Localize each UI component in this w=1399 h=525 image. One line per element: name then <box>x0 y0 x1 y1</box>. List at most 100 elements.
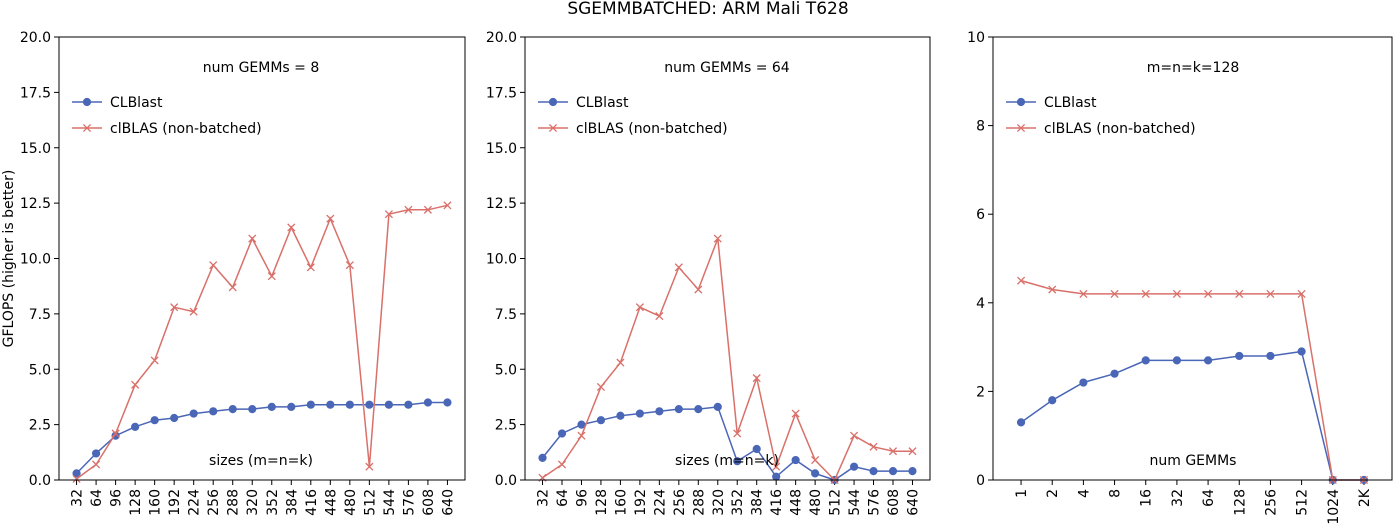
data-point <box>1110 369 1119 378</box>
x-tick-label: 160 <box>148 489 164 516</box>
x-axis-label: sizes (m=n=k) <box>209 453 313 469</box>
legend-label: clBLAS (non-batched) <box>576 121 728 137</box>
x-tick-label: 2K <box>1357 488 1373 507</box>
data-point <box>306 263 315 272</box>
data-point <box>616 411 625 420</box>
y-tick-label: 20.0 <box>20 30 51 46</box>
x-tick-label: 544 <box>382 489 398 516</box>
data-point <box>92 460 101 469</box>
data-point <box>713 402 722 412</box>
data-point <box>423 205 432 214</box>
data-point <box>791 455 800 465</box>
data-point <box>150 416 159 425</box>
data-point <box>888 447 898 456</box>
data-point <box>655 407 664 416</box>
data-point <box>635 303 644 312</box>
data-point <box>849 462 859 471</box>
data-point <box>111 429 120 438</box>
y-tick-label: 0.0 <box>495 473 517 489</box>
y-tick-label: 0.0 <box>29 473 51 489</box>
data-point <box>869 442 878 451</box>
legend-marker <box>82 123 92 133</box>
data-point <box>1172 289 1181 298</box>
legend-label: CLBlast <box>1044 95 1097 111</box>
y-tick-label: 4 <box>976 296 985 312</box>
data-point <box>170 303 179 312</box>
x-tick-label: 256 <box>672 489 688 516</box>
data-point <box>228 405 237 414</box>
data-point <box>752 374 761 383</box>
x-tick-label: 512 <box>362 489 378 516</box>
legend-marker <box>548 97 558 107</box>
x-tick-label: 128 <box>594 489 610 516</box>
x-tick-label: 4 <box>1076 489 1092 498</box>
data-point <box>1203 356 1213 365</box>
data-point <box>287 223 296 232</box>
x-tick-label: 256 <box>1263 489 1279 516</box>
legend: CLBlast clBLAS (non-batched) <box>538 95 728 137</box>
x-tick-label: 576 <box>401 489 417 516</box>
data-point <box>888 467 898 476</box>
data-point <box>713 234 722 243</box>
data-point <box>772 462 781 471</box>
x-tick-label: 16 <box>1139 489 1155 507</box>
x-tick-label: 512 <box>1295 489 1311 516</box>
x-tick-label: 640 <box>440 489 456 516</box>
series-line <box>1020 279 1364 481</box>
data-point <box>908 467 917 476</box>
x-tick-label: 128 <box>1232 489 1248 516</box>
series-clblas <box>538 234 917 485</box>
data-point <box>1235 289 1244 298</box>
x-axis-label: sizes (m=n=k) <box>675 453 779 469</box>
data-point <box>326 214 335 223</box>
data-point <box>557 429 567 438</box>
x-tick-label: 32 <box>536 489 552 507</box>
x-tick-label: 64 <box>1201 489 1217 507</box>
plot-frame <box>524 36 931 481</box>
data-point <box>72 469 81 478</box>
legend-marker <box>1016 123 1026 133</box>
x-tick-label: 608 <box>886 489 902 516</box>
x-tick-label: 544 <box>847 489 863 516</box>
y-tick-label: 7.5 <box>29 307 51 323</box>
legend: CLBlast clBLAS (non-batched) <box>72 95 262 137</box>
y-tick-label: 17.5 <box>20 85 51 101</box>
x-tick-label: 32 <box>1170 489 1186 507</box>
data-point <box>596 416 606 425</box>
y-tick-label: 15.0 <box>486 141 517 157</box>
x-tick-label: 512 <box>828 489 844 516</box>
data-point <box>404 400 413 409</box>
x-tick-label: 224 <box>652 489 668 516</box>
x-tick-label: 448 <box>789 489 805 516</box>
data-point <box>1266 289 1275 298</box>
data-point <box>384 210 393 219</box>
data-point <box>248 405 257 414</box>
x-tick-label: 384 <box>284 489 300 516</box>
data-point <box>326 400 335 409</box>
data-point <box>616 358 625 367</box>
data-point <box>694 405 703 414</box>
panel-annotation: num GEMMs = 64 <box>664 60 790 76</box>
x-tick-label: 2 <box>1045 489 1061 498</box>
data-point <box>72 474 81 483</box>
data-point <box>189 307 198 316</box>
plot-frame <box>992 36 1393 481</box>
data-point <box>850 431 859 440</box>
y-tick-label: 10.0 <box>486 252 517 268</box>
x-tick-label: 352 <box>265 489 281 516</box>
data-point <box>1016 418 1026 427</box>
x-tick-label: 256 <box>206 489 222 516</box>
data-point <box>131 380 140 389</box>
data-point <box>209 261 218 270</box>
data-point <box>209 407 218 416</box>
panel-annotation: m=n=k=128 <box>1147 60 1240 76</box>
data-point <box>287 402 296 412</box>
data-point <box>1079 289 1088 298</box>
data-point <box>869 467 878 476</box>
y-axis-label: GFLOPS (higher is better) <box>1 170 17 348</box>
x-tick-label: 192 <box>633 489 649 516</box>
data-point <box>772 472 781 481</box>
series-line <box>1020 350 1364 481</box>
